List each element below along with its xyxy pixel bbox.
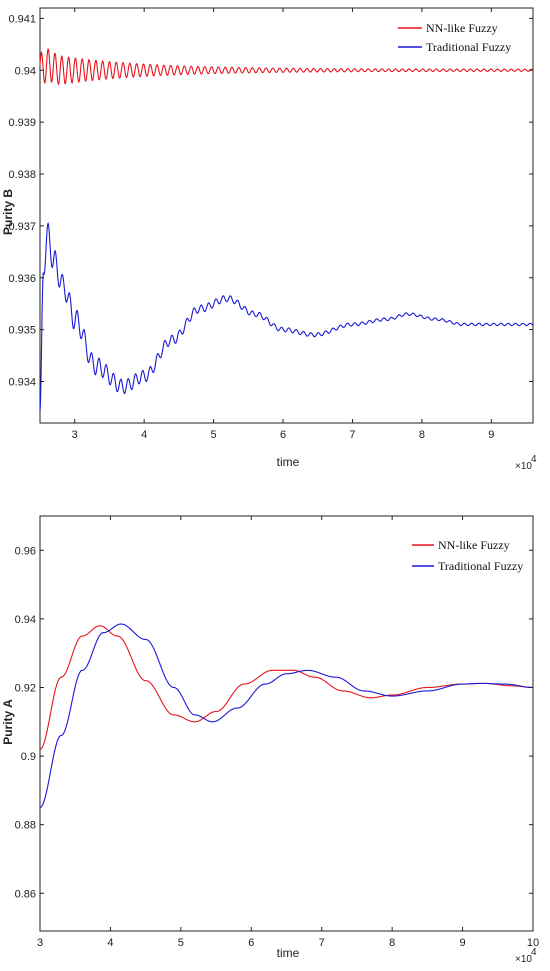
y-tick-label: 0.9 — [21, 751, 36, 763]
x-tick-label: 7 — [319, 937, 325, 949]
y-tick-label: 0.94 — [15, 614, 36, 626]
legend: NN-like Fuzzy Traditional Fuzzy — [398, 21, 511, 54]
y-tick-label: 0.934 — [8, 377, 36, 389]
x-tick-label: 9 — [460, 937, 466, 949]
chart-purity-b: 3 4 5 6 7 8 9 0.934 0.935 0.936 0.937 0.938 0.939 0.… — [1, 7, 537, 472]
plot-frame — [39, 515, 534, 932]
y-tick-label: 0.88 — [15, 820, 36, 832]
y-tick-label: 0.936 — [8, 273, 36, 285]
x-tick-label: 6 — [280, 429, 286, 441]
x-tick-label: 8 — [419, 429, 425, 441]
legend: NN-like Fuzzy Traditional Fuzzy — [412, 538, 523, 573]
legend-entry-nn-like-fuzzy: NN-like Fuzzy — [426, 21, 498, 35]
x-tick-label: 4 — [141, 429, 147, 441]
x-multiplier-exponent: 4 — [531, 947, 537, 958]
x-tick-label: 5 — [211, 429, 217, 441]
y-axis-label: Purity A — [1, 699, 15, 745]
y-tick-label: 0.937 — [8, 221, 36, 233]
x-tick-label: 6 — [248, 937, 254, 949]
y-tick-label: 0.935 — [8, 325, 36, 337]
x-multiplier-exponent: 4 — [531, 454, 537, 465]
series-line-nn-like-fuzzy — [39, 625, 533, 750]
x-multiplier: ×10 — [515, 954, 532, 965]
x-tick-label: 7 — [349, 429, 355, 441]
legend-entry-traditional-fuzzy: Traditional Fuzzy — [426, 40, 511, 54]
y-tick-label: 0.94 — [15, 65, 36, 77]
y-tick-label: 0.939 — [8, 117, 36, 129]
x-tick-label: 10 — [527, 937, 539, 949]
chart-purity-a: 3 4 5 6 7 8 9 10 0.86 0.88 0.9 0.92 0.94 0.96 time P… — [1, 515, 539, 965]
y-axis-label: Purity B — [1, 189, 15, 235]
legend-entry-nn-like-fuzzy: NN-like Fuzzy — [438, 538, 510, 552]
x-axis-label: time — [277, 455, 300, 469]
y-tick-label: 0.941 — [8, 13, 36, 25]
y-tick-label: 0.96 — [15, 545, 36, 557]
y-tick-label: 0.92 — [15, 682, 36, 694]
plot-frame — [39, 7, 534, 424]
series-line-traditional-fuzzy — [39, 623, 533, 809]
legend-entry-traditional-fuzzy: Traditional Fuzzy — [438, 559, 523, 573]
x-axis-label: time — [277, 946, 300, 960]
x-tick-label: 8 — [389, 937, 395, 949]
y-tick-label: 0.938 — [8, 169, 36, 181]
series-line-traditional-fuzzy — [39, 222, 534, 412]
y-tick-label: 0.86 — [15, 888, 36, 900]
x-tick-label: 5 — [178, 937, 184, 949]
x-tick-label: 3 — [37, 937, 43, 949]
x-multiplier: ×10 — [515, 461, 532, 472]
series-line-nn-like-fuzzy — [39, 47, 534, 86]
x-tick-label: 3 — [72, 429, 78, 441]
x-tick-label: 4 — [107, 937, 113, 949]
x-tick-label: 9 — [488, 429, 494, 441]
